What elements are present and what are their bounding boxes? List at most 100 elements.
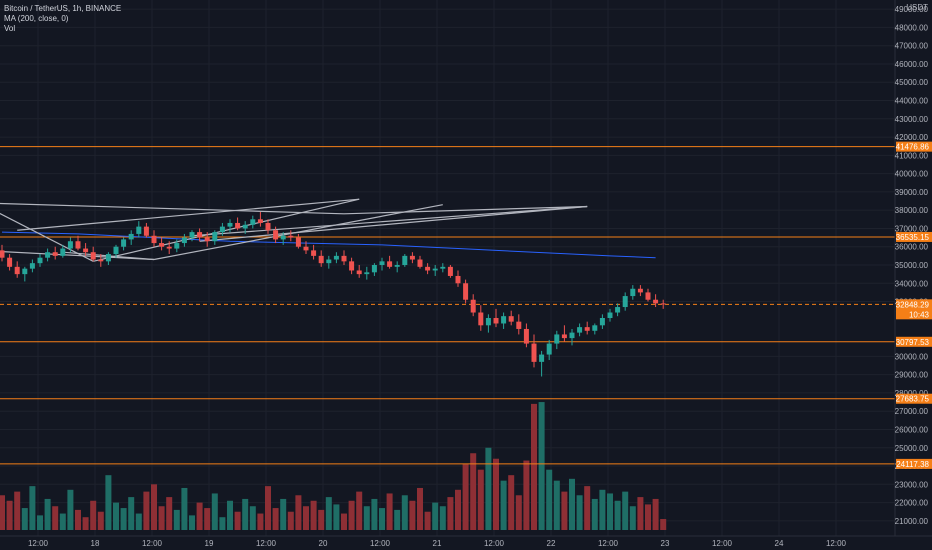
- volume-bar: [59, 513, 66, 530]
- volume-bar: [318, 509, 325, 530]
- volume-bar: [622, 491, 629, 530]
- volume-bar: [569, 478, 575, 530]
- candle-body: [523, 328, 529, 344]
- time-tick-label: 24: [775, 539, 784, 548]
- volume-bar: [295, 495, 302, 530]
- volume-bar: [455, 489, 461, 530]
- volume-bar: [607, 493, 613, 530]
- level-price-tag-bg: [896, 336, 932, 347]
- candle-body: [128, 233, 134, 240]
- volume-bar: [477, 469, 484, 530]
- candle-body: [470, 299, 476, 313]
- volume-bar: [29, 486, 36, 530]
- current-price-tag: 32848.29: [896, 300, 930, 309]
- candle-body: [394, 265, 400, 267]
- volume-bar: [120, 508, 127, 530]
- time-tick-label: 20: [319, 539, 328, 548]
- price-tick-label: 38000.00: [895, 206, 929, 215]
- volume-bar: [401, 495, 408, 530]
- candle-body: [67, 241, 73, 249]
- trend-line: [343, 205, 588, 215]
- candle-body: [546, 343, 552, 355]
- candle-body: [577, 327, 583, 333]
- candle-body: [143, 226, 149, 236]
- candle-body: [219, 226, 225, 233]
- candle-body: [508, 316, 514, 322]
- candle-body: [98, 259, 104, 262]
- candle-body: [0, 250, 5, 258]
- candle-body: [637, 288, 643, 293]
- candle-body: [212, 232, 218, 242]
- candle-body: [265, 222, 271, 231]
- volume-bar: [439, 506, 446, 530]
- candle-body: [303, 246, 309, 251]
- ma-indicator-label[interactable]: MA (200, close, 0): [4, 14, 69, 23]
- price-tick-label: 48000.00: [895, 23, 929, 32]
- level-price-tag: 27683.75: [896, 395, 930, 404]
- volume-bar: [447, 497, 454, 530]
- volume-bar: [52, 506, 59, 530]
- volume-bar: [37, 515, 43, 530]
- volume-bar: [287, 511, 294, 530]
- candle-body: [326, 259, 332, 264]
- volume-bar: [257, 513, 264, 530]
- candle-body: [455, 275, 461, 284]
- volume-bar: [462, 464, 469, 530]
- volume-bar: [508, 475, 515, 530]
- candle-body: [645, 292, 651, 300]
- candle-body: [630, 288, 636, 297]
- candle-body: [356, 270, 362, 275]
- symbol-title[interactable]: Bitcoin / TetherUS, 1h, BINANCE: [4, 4, 122, 13]
- candle-body: [440, 266, 446, 269]
- price-tick-label: 28000.00: [895, 389, 929, 398]
- candle-body: [197, 232, 203, 238]
- time-tick-label: 12:00: [256, 539, 277, 548]
- time-axis: [0, 536, 932, 550]
- candle-body: [318, 255, 324, 264]
- volume-bar: [485, 447, 492, 530]
- price-tick-label: 49000.00: [895, 5, 929, 14]
- time-tick-label: 12:00: [28, 539, 49, 548]
- price-tick-label: 27000.00: [895, 407, 929, 416]
- volume-bar: [310, 500, 317, 530]
- volume-indicator-label[interactable]: Vol: [4, 24, 16, 33]
- candle-body: [516, 321, 522, 329]
- candle-body: [7, 257, 13, 267]
- candle-body: [121, 239, 127, 247]
- candle-body: [227, 222, 233, 227]
- volume-bar: [151, 484, 157, 530]
- volume-bar: [386, 493, 393, 530]
- trend-line: [191, 205, 588, 237]
- candle-body: [273, 230, 279, 240]
- volume-bar: [97, 511, 104, 530]
- level-price-tag: 36535.15: [896, 233, 930, 242]
- volume-bar: [538, 402, 545, 530]
- time-tick-label: 23: [661, 539, 670, 548]
- candle-body: [425, 266, 431, 271]
- trend-line: [17, 198, 360, 231]
- candle-body: [257, 219, 263, 223]
- candle-body: [52, 252, 58, 256]
- price-tick-label: 30000.00: [895, 352, 929, 361]
- volume-bar: [599, 489, 606, 530]
- candle-body: [75, 241, 81, 249]
- candle-body: [432, 268, 438, 271]
- candle-body: [584, 327, 590, 331]
- candle-body: [599, 318, 605, 326]
- price-axis: [895, 0, 932, 550]
- candle-body: [615, 307, 621, 313]
- candle-body: [159, 243, 165, 247]
- candle-body: [371, 265, 377, 273]
- current-price-tag-bg: [896, 299, 932, 320]
- time-tick-label: 12:00: [142, 539, 163, 548]
- volume-bar: [105, 475, 112, 530]
- moving-average-line: [1, 231, 656, 259]
- time-tick-label: 19: [205, 539, 214, 548]
- volume-bar: [356, 491, 363, 530]
- time-tick-label: 21: [433, 539, 442, 548]
- volume-bar: [645, 504, 651, 530]
- volume-bar: [113, 502, 119, 530]
